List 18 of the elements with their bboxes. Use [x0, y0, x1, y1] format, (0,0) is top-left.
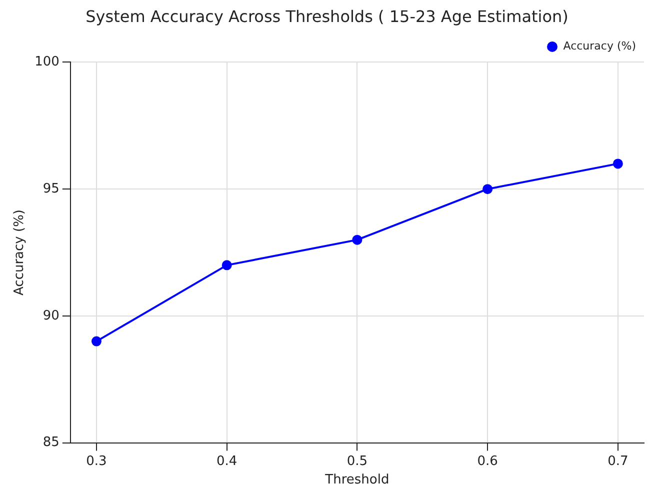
x-tick-label: 0.4	[216, 454, 238, 469]
y-tick-label: 95	[42, 181, 60, 196]
x-axis-title: Threshold	[324, 472, 390, 488]
x-tick-label: 0.6	[477, 454, 498, 469]
point	[222, 260, 232, 270]
x-tick-label: 0.3	[86, 454, 107, 469]
y-tick-label: 90	[42, 308, 60, 324]
chart-title: System Accuracy Across Thresholds ( 15-23 Age Estimation)	[86, 6, 568, 26]
y-tick-label: 100	[34, 54, 60, 70]
x-tick-label: 0.5	[346, 454, 368, 469]
y-axis-title: Accuracy (%)	[12, 210, 28, 296]
x-tick-label: 0.7	[608, 454, 628, 469]
point	[352, 234, 362, 245]
y-tick-label: 85	[42, 435, 60, 450]
point	[612, 158, 623, 169]
point	[91, 336, 102, 346]
point	[482, 184, 493, 194]
legend-label: Accuracy (%)	[563, 40, 636, 53]
